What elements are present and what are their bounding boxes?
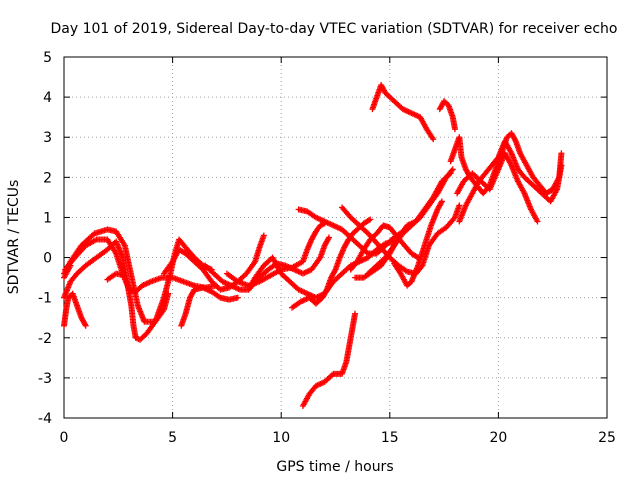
y-tick-label: -3: [38, 371, 52, 387]
chart-title: Day 101 of 2019, Sidereal Day-to-day VTE…: [51, 21, 618, 37]
data-point: [365, 217, 372, 224]
data-point: [534, 218, 541, 225]
y-axis-label: SDTVAR / TECUs: [6, 180, 22, 295]
data-point: [325, 235, 332, 242]
x-axis-label: GPS time / hours: [276, 459, 393, 475]
data-point: [456, 202, 463, 209]
series-track-w: [454, 150, 541, 225]
series-track-c: [61, 290, 89, 329]
y-tick-label: -1: [38, 291, 52, 307]
y-tick-label: 0: [43, 251, 52, 267]
data-series: [61, 82, 565, 409]
data-point: [367, 216, 374, 223]
data-point: [448, 167, 455, 174]
y-tick-label: 2: [43, 170, 52, 186]
x-tick-label: 0: [60, 430, 69, 446]
data-point: [512, 136, 519, 143]
data-point: [438, 198, 445, 205]
series-track-r: [339, 202, 463, 277]
axis-ticks: 0 5 10 15 20 25 -4 -3 -2 -1 0 1 2 3 4 5: [38, 50, 616, 446]
data-point: [234, 294, 241, 301]
data-point: [438, 199, 445, 206]
data-point: [325, 234, 332, 241]
x-tick-label: 25: [598, 430, 616, 446]
series-track-e: [61, 262, 74, 281]
y-tick-label: 4: [43, 90, 52, 106]
y-tick-label: 5: [43, 50, 52, 66]
data-point: [323, 287, 330, 294]
series-track-o: [347, 222, 422, 273]
data-point: [67, 262, 74, 269]
x-tick-label: 20: [489, 430, 507, 446]
series-track-f: [104, 270, 128, 283]
data-point: [81, 321, 88, 328]
data-point: [352, 310, 359, 317]
data-point: [121, 272, 128, 279]
y-tick-label: -2: [38, 331, 52, 347]
data-point: [558, 150, 565, 157]
series-track-s: [391, 198, 445, 289]
data-point: [331, 267, 338, 274]
series-track-x: [456, 138, 565, 225]
x-tick-label: 15: [381, 430, 399, 446]
series-track-u: [436, 98, 458, 133]
y-tick-label: 1: [43, 210, 52, 226]
x-tick-label: 10: [272, 430, 290, 446]
grid: [64, 57, 607, 418]
y-tick-label: -4: [38, 411, 52, 427]
plot-frame: [63, 56, 608, 419]
series-track-h: [178, 284, 241, 329]
y-tick-label: 3: [43, 130, 52, 146]
data-point: [260, 232, 267, 239]
series-track-q: [365, 166, 456, 277]
data-point: [451, 126, 458, 133]
data-point: [430, 136, 437, 143]
x-tick-label: 5: [168, 430, 177, 446]
series-track-p: [352, 170, 454, 281]
data-point: [558, 162, 565, 169]
series-track-t: [369, 82, 437, 143]
data-point: [449, 166, 456, 173]
series-track-n: [299, 310, 359, 409]
data-point: [82, 322, 89, 329]
